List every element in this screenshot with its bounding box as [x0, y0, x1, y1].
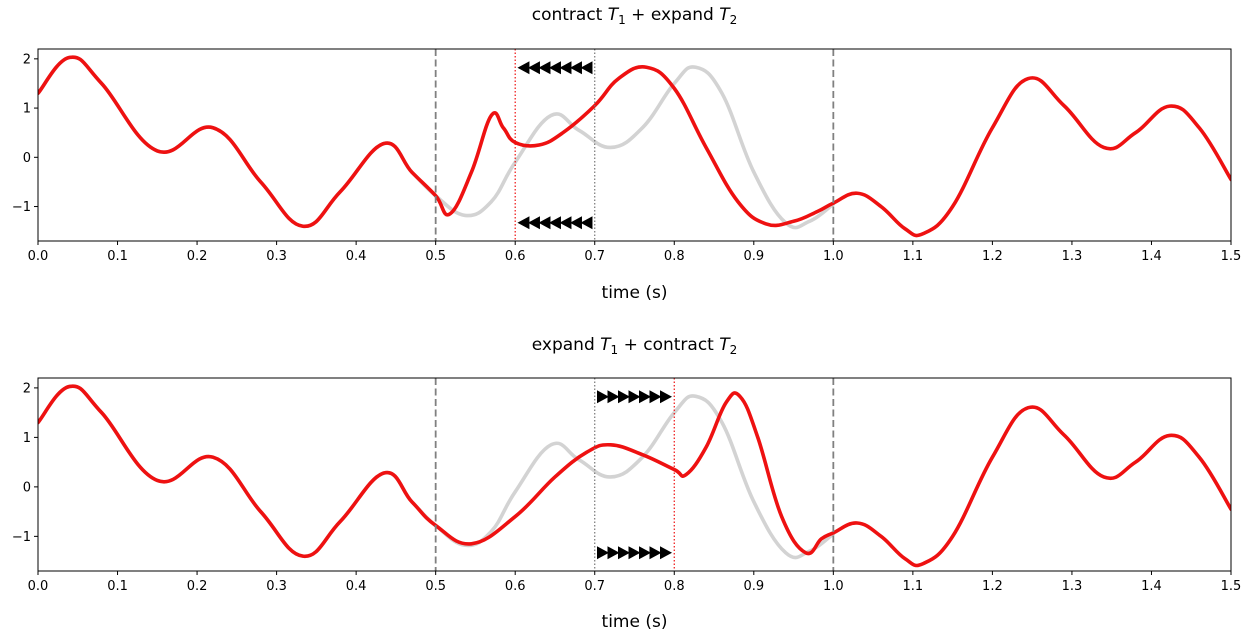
x-tick-label: 1.4: [1141, 579, 1162, 594]
x-tick-label: 1.5: [1221, 249, 1242, 264]
title-subscript: 2: [730, 13, 738, 27]
y-tick-label: 2: [23, 52, 31, 67]
x-tick-label: 0.3: [266, 579, 287, 594]
x-tick-label: 0.6: [505, 579, 526, 594]
chart-panel-bottom: expand T1 + contract T20.0 0.1 0.2 0.3 0.4 0.…: [12, 335, 1242, 632]
plot-area: [38, 49, 1231, 241]
x-tick-label: 1.5: [1221, 579, 1242, 594]
title-subscript: 1: [611, 343, 619, 357]
x-tick-label: 0.4: [346, 579, 367, 594]
y-tick-label: 0: [23, 151, 31, 166]
title-symbol: T: [719, 335, 731, 355]
y-tick-label: −1: [12, 200, 31, 215]
x-tick-label: 1.0: [823, 579, 844, 594]
plot-area: [38, 378, 1231, 571]
chart-title: contract T1 + expand T2: [532, 5, 738, 27]
y-tick-label: −1: [12, 530, 31, 545]
x-axis-label: time (s): [602, 283, 668, 303]
y-tick-label: 2: [23, 381, 31, 396]
x-tick-label: 1.3: [1062, 249, 1083, 264]
x-tick-label: 0.8: [664, 249, 685, 264]
y-tick-label: 0: [23, 480, 31, 495]
x-tick-label: 0.2: [187, 579, 208, 594]
title-symbol: T: [600, 335, 612, 355]
x-tick-label: 0.7: [584, 579, 605, 594]
x-tick-label: 0.7: [584, 249, 605, 264]
x-tick-label: 1.2: [982, 249, 1003, 264]
x-tick-label: 1.1: [903, 579, 924, 594]
x-tick-label: 0.5: [425, 579, 446, 594]
shift-arrow-marker: [660, 390, 673, 404]
shift-arrow-marker: [639, 390, 652, 404]
shift-arrow-marker: [538, 61, 551, 75]
axes-frame: [37, 48, 1232, 242]
x-axis-label: time (s): [602, 612, 668, 632]
axes-frame: [37, 377, 1232, 572]
warped-signal-line: [38, 55, 1231, 238]
y-tick-label: 1: [23, 431, 31, 446]
x-tick-label: 1.0: [823, 249, 844, 264]
title-text: expand: [532, 335, 600, 355]
shift-arrow-marker: [607, 546, 620, 560]
shift-arrow-marker: [596, 390, 609, 404]
x-tick-label: 0.1: [107, 579, 128, 594]
shift-arrow-marker: [527, 61, 540, 75]
x-tick-label: 0.9: [743, 579, 764, 594]
chart-title: expand T1 + contract T2: [532, 335, 738, 357]
x-tick-label: 0.2: [187, 249, 208, 264]
x-tick-label: 1.2: [982, 579, 1003, 594]
x-tick-label: 0.1: [107, 249, 128, 264]
shift-arrow-marker: [639, 546, 652, 560]
chart-panel-top: contract T1 + expand T20.0 0.1 0.2 0.3 0.4 0.…: [12, 5, 1242, 303]
title-subscript: 1: [618, 13, 626, 27]
shift-arrow-marker: [548, 216, 561, 230]
y-tick-label: 1: [23, 102, 31, 117]
title-symbol: T: [608, 5, 620, 25]
shift-arrow-marker: [569, 216, 582, 230]
shift-arrow-marker: [628, 390, 641, 404]
x-tick-label: 0.4: [346, 249, 367, 264]
shift-arrow-marker: [580, 216, 593, 230]
shift-arrow-marker: [527, 216, 540, 230]
shift-arrow-marker: [559, 61, 572, 75]
warped-signal-line: [38, 384, 1231, 568]
x-tick-label: 0.9: [743, 249, 764, 264]
title-subscript: 2: [730, 343, 738, 357]
shift-arrow-marker: [580, 61, 593, 75]
x-tick-label: 0.0: [28, 249, 49, 264]
x-tick-label: 0.8: [664, 579, 685, 594]
x-tick-label: 0.0: [28, 579, 49, 594]
x-tick-label: 1.3: [1062, 579, 1083, 594]
shift-arrow-marker: [548, 61, 561, 75]
shift-arrow-marker: [660, 546, 673, 560]
shift-arrow-marker: [559, 216, 572, 230]
x-tick-label: 0.3: [266, 249, 287, 264]
x-tick-label: 0.6: [505, 249, 526, 264]
shift-arrow-marker: [607, 390, 620, 404]
title-text: + expand: [626, 5, 719, 25]
shift-arrow-marker: [649, 546, 662, 560]
shift-arrow-marker: [617, 390, 630, 404]
shift-arrow-marker: [538, 216, 551, 230]
title-symbol: T: [719, 5, 731, 25]
shift-arrow-marker: [617, 546, 630, 560]
shift-arrow-marker: [517, 61, 530, 75]
title-text: + contract: [618, 335, 719, 355]
shift-arrow-marker: [569, 61, 582, 75]
shift-arrow-marker: [596, 546, 609, 560]
x-tick-label: 1.1: [903, 249, 924, 264]
shift-arrow-marker: [649, 390, 662, 404]
x-tick-label: 1.4: [1141, 249, 1162, 264]
title-text: contract: [532, 5, 608, 25]
x-tick-label: 0.5: [425, 249, 446, 264]
shift-arrow-marker: [628, 546, 641, 560]
shift-arrow-marker: [517, 216, 530, 230]
